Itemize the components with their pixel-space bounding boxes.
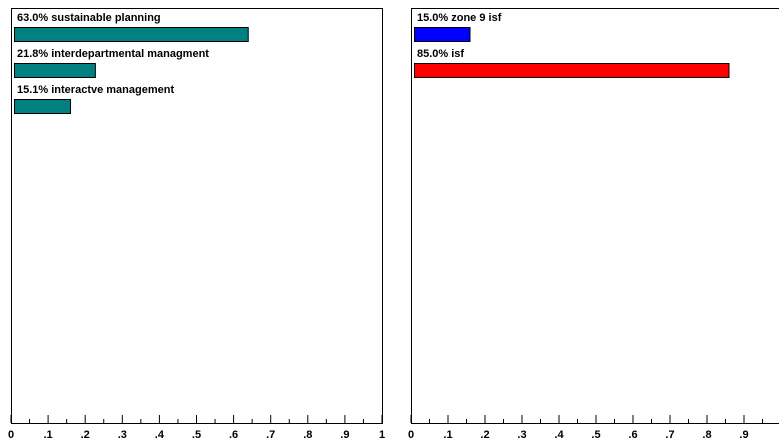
x-tick-label: .1 [443,429,452,441]
x-tick-label: .8 [303,429,312,441]
x-tick-label: 1 [379,429,385,441]
x-tick-label: .2 [81,429,90,441]
bar-label: 21.8% interdepartmental managment [17,48,209,60]
bar [14,27,249,42]
x-tick-label: .9 [739,429,748,441]
x-tick-label: .5 [591,429,600,441]
chart-panel-left: 63.0% sustainable planning 21.8% interdep… [8,8,385,441]
x-tick-label: .9 [340,429,349,441]
x-tick-label: .3 [517,429,526,441]
bar [14,63,96,78]
bar-label: 85.0% isf [417,48,464,60]
x-tick-label: .6 [229,429,238,441]
x-tick-label: .4 [155,429,165,441]
plot-frame [411,8,779,424]
bar [414,63,730,78]
bar [414,27,471,42]
x-tick-label: .1 [44,429,53,441]
x-tick-label: .5 [192,429,201,441]
x-tick-label: 0 [8,429,14,441]
plot-frame [11,8,383,424]
x-tick-label: .2 [480,429,489,441]
x-tick-label: .7 [665,429,674,441]
bar-label: 15.0% zone 9 isf [417,12,502,24]
bar-label: 63.0% sustainable planning [17,12,161,24]
x-tick-label: .8 [702,429,711,441]
x-tick-label: .4 [554,429,564,441]
x-tick-label: .7 [266,429,275,441]
x-tick-label: .6 [628,429,637,441]
x-tick-label: 0 [408,429,414,441]
chart-panel-right: 15.0% zone 9 isf 85.0% isf 0 .1 .2 .3 .4 .5 .6 .7… [408,8,779,441]
bar-label: 15.1% interactve management [17,84,174,96]
bar [14,99,72,114]
x-tick-label: .3 [118,429,127,441]
